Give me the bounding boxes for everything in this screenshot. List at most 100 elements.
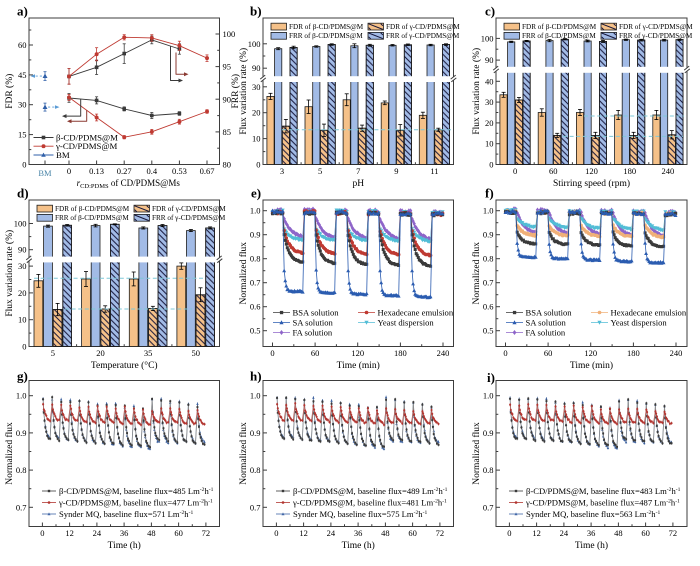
svg-text:0.13: 0.13 — [89, 166, 104, 176]
svg-text:72: 72 — [202, 528, 211, 538]
svg-text:85: 85 — [223, 127, 232, 137]
svg-text:10: 10 — [18, 315, 27, 325]
svg-text:120: 120 — [585, 166, 598, 176]
svg-text:1.0: 1.0 — [483, 206, 494, 216]
svg-text:100: 100 — [248, 39, 261, 49]
svg-text:Synder MQ, baseline flux=571 L: Synder MQ, baseline flux=571 Lm-2h-1 — [59, 509, 193, 519]
svg-text:60: 60 — [549, 166, 558, 176]
svg-text:10: 10 — [485, 139, 494, 149]
svg-text:Synder MQ, baseline flux=563 L: Synder MQ, baseline flux=563 Lm-2h-1 — [526, 509, 660, 519]
svg-text:0.5: 0.5 — [483, 326, 494, 336]
svg-text:45: 45 — [18, 70, 27, 80]
svg-text:5: 5 — [318, 166, 322, 176]
svg-text:0.7: 0.7 — [250, 278, 261, 288]
svg-text:7: 7 — [356, 166, 360, 176]
svg-text:0: 0 — [274, 528, 278, 538]
svg-text:15: 15 — [18, 130, 27, 140]
svg-text:i): i) — [487, 370, 495, 385]
svg-text:180: 180 — [394, 348, 407, 358]
svg-text:120: 120 — [584, 348, 597, 358]
svg-text:FRR (%): FRR (%) — [230, 74, 241, 109]
svg-text:12: 12 — [532, 528, 541, 538]
svg-text:48: 48 — [147, 528, 156, 538]
svg-text:100: 100 — [481, 33, 494, 43]
svg-text:0.9: 0.9 — [250, 428, 261, 438]
svg-text:11: 11 — [430, 166, 438, 176]
svg-text:0.53: 0.53 — [172, 166, 187, 176]
svg-text:Normalized flux: Normalized flux — [4, 422, 15, 485]
svg-text:0.9: 0.9 — [250, 230, 261, 240]
svg-text:0.8: 0.8 — [483, 465, 494, 475]
svg-text:FRR of γ-CD/PDMS@M: FRR of γ-CD/PDMS@M — [152, 214, 226, 222]
svg-text:30: 30 — [18, 100, 27, 110]
svg-text:Normalized flux: Normalized flux — [471, 242, 482, 305]
svg-text:0.6: 0.6 — [483, 302, 494, 312]
svg-text:0.8: 0.8 — [483, 254, 494, 264]
svg-text:0.8: 0.8 — [250, 254, 261, 264]
svg-text:0.67: 0.67 — [200, 166, 215, 176]
svg-text:48: 48 — [614, 528, 623, 538]
svg-text:FRR of β-CD/PDMS@M: FRR of β-CD/PDMS@M — [55, 214, 129, 222]
svg-text:30: 30 — [18, 261, 27, 271]
svg-text:60: 60 — [544, 348, 553, 358]
svg-text:9: 9 — [394, 166, 398, 176]
svg-text:Yeast dispersion: Yeast dispersion — [378, 318, 435, 328]
svg-text:36: 36 — [587, 528, 596, 538]
svg-text:β-CD/PDMS@M: β-CD/PDMS@M — [56, 133, 118, 143]
svg-text:BM: BM — [56, 150, 70, 160]
svg-text:1.0: 1.0 — [16, 391, 27, 401]
svg-text:0: 0 — [489, 160, 493, 170]
svg-text:c): c) — [485, 4, 495, 19]
svg-text:BM: BM — [38, 168, 52, 178]
svg-text:0: 0 — [67, 166, 71, 176]
svg-text:rCD:PDMS of CD/PDMS@Ms: rCD:PDMS of CD/PDMS@Ms — [77, 178, 181, 190]
svg-text:FDR of β-CD/PDMS@M: FDR of β-CD/PDMS@M — [55, 205, 130, 213]
svg-text:0: 0 — [22, 160, 26, 170]
svg-text:0.7: 0.7 — [250, 502, 261, 512]
svg-text:0: 0 — [270, 348, 274, 358]
svg-text:BSA solution: BSA solution — [526, 308, 573, 318]
svg-text:FRR of β-CD/PDMS@M: FRR of β-CD/PDMS@M — [522, 32, 596, 40]
svg-text:FDR of β-CD/PDMS@M: FDR of β-CD/PDMS@M — [289, 23, 364, 31]
svg-text:Flux variation rate (%): Flux variation rate (%) — [471, 48, 482, 135]
svg-text:60: 60 — [641, 528, 650, 538]
svg-text:24: 24 — [560, 528, 569, 538]
svg-text:0.9: 0.9 — [16, 428, 27, 438]
svg-text:Hexadecane emulsion: Hexadecane emulsion — [378, 308, 454, 318]
svg-text:Time (min): Time (min) — [570, 360, 613, 371]
svg-text:Yeast dispersion: Yeast dispersion — [611, 318, 668, 328]
svg-text:h): h) — [250, 369, 262, 384]
svg-text:SA solution: SA solution — [526, 318, 567, 328]
svg-text:0.7: 0.7 — [483, 278, 494, 288]
svg-text:Normalized flux: Normalized flux — [238, 242, 249, 305]
svg-text:Normalized flux: Normalized flux — [238, 422, 249, 485]
svg-text:Time (min): Time (min) — [337, 360, 380, 371]
svg-text:20: 20 — [485, 118, 494, 128]
svg-text:e): e) — [251, 186, 261, 201]
svg-text:40: 40 — [485, 76, 494, 86]
svg-text:100: 100 — [223, 29, 236, 39]
svg-text:24: 24 — [327, 528, 336, 538]
svg-text:90: 90 — [485, 55, 494, 65]
svg-text:30: 30 — [252, 82, 261, 92]
svg-text:240: 240 — [437, 348, 450, 358]
svg-text:100: 100 — [14, 219, 27, 229]
svg-text:Normalized flux: Normalized flux — [471, 422, 482, 485]
svg-text:FDR of γ-CD/PDMS@M: FDR of γ-CD/PDMS@M — [619, 23, 693, 31]
svg-text:35: 35 — [144, 348, 153, 358]
svg-text:SA solution: SA solution — [293, 318, 334, 328]
svg-text:Hexadecane emulsion: Hexadecane emulsion — [611, 308, 687, 318]
svg-text:0.7: 0.7 — [483, 502, 494, 512]
svg-text:60: 60 — [408, 528, 417, 538]
svg-text:72: 72 — [436, 528, 445, 538]
svg-text:a): a) — [17, 4, 28, 19]
svg-text:0.8: 0.8 — [250, 465, 261, 475]
svg-text:36: 36 — [120, 528, 129, 538]
svg-text:12: 12 — [299, 528, 308, 538]
svg-text:1.0: 1.0 — [250, 206, 261, 216]
svg-text:72: 72 — [669, 528, 678, 538]
svg-text:Time (h): Time (h) — [342, 540, 375, 551]
svg-text:95: 95 — [223, 62, 232, 72]
svg-text:Time (h): Time (h) — [108, 540, 141, 551]
svg-text:0: 0 — [507, 528, 511, 538]
